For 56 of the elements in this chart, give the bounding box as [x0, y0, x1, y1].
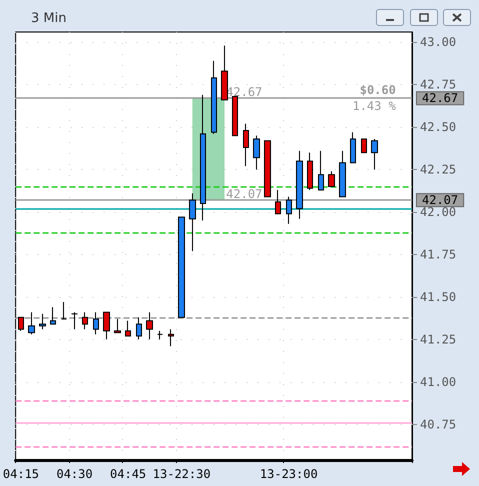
candlestick — [114, 318, 121, 334]
candlestick — [146, 312, 153, 340]
candlestick — [253, 135, 260, 170]
candlestick — [71, 312, 78, 330]
y-tick-label: 42.25 — [420, 162, 456, 177]
candlestick — [275, 189, 281, 214]
candlestick — [264, 140, 271, 198]
candlestick — [136, 316, 142, 340]
candlestick — [18, 316, 24, 332]
y-tick-label: 41.00 — [420, 374, 456, 389]
candlestick — [189, 192, 196, 252]
x-tick-label: 13-23:00 — [260, 467, 318, 481]
candlestick — [211, 60, 217, 134]
candlestick — [50, 306, 56, 325]
y-tick-label: 42.00 — [420, 205, 456, 220]
candlestick — [371, 138, 378, 170]
candlestick — [243, 123, 249, 167]
annotation: 42.07 — [226, 187, 262, 202]
x-tick-label: 04:30 — [56, 467, 93, 481]
annotation: 42.67 — [226, 85, 262, 100]
ref-line-label: 42.67 — [422, 91, 458, 106]
candlestick — [28, 312, 35, 335]
candlestick — [307, 152, 313, 190]
candlestick — [339, 150, 346, 198]
candlestick — [125, 320, 131, 337]
ref-line-label: 42.07 — [422, 193, 458, 208]
candlestick — [82, 312, 88, 330]
candlestick — [157, 330, 163, 340]
candlestick — [39, 313, 46, 330]
y-tick-label: 41.50 — [420, 290, 456, 304]
candlestick — [361, 138, 367, 154]
candlestick — [168, 328, 174, 347]
candlestick — [61, 302, 67, 320]
y-tick-label: 41.75 — [420, 247, 456, 262]
y-tick-label: 41.25 — [420, 332, 456, 346]
y-tick-label: 40.75 — [420, 417, 456, 432]
annotation: $0.60 — [360, 83, 396, 97]
chart-title: 3 Min — [31, 11, 66, 26]
annotation: 1.43 % — [352, 99, 397, 113]
y-tick-label: 42.75 — [420, 78, 456, 92]
candlestick — [178, 216, 185, 318]
candlestick — [93, 312, 99, 335]
candlestick — [200, 94, 206, 222]
candlestick — [296, 150, 303, 220]
candlestick — [221, 45, 228, 100]
x-tick-label: 04:45 — [110, 467, 146, 481]
y-tick-label: 42.50 — [420, 120, 456, 134]
candlestick — [328, 170, 335, 188]
candlestick — [232, 96, 238, 136]
x-tick-label: 04:15 — [2, 467, 40, 481]
candlestick — [318, 150, 324, 190]
candlestick — [350, 132, 356, 164]
x-tick-label: 13-22:30 — [152, 467, 211, 481]
candlestick — [103, 312, 110, 340]
candlestick — [286, 196, 292, 224]
y-tick-label: 43.00 — [420, 35, 456, 50]
